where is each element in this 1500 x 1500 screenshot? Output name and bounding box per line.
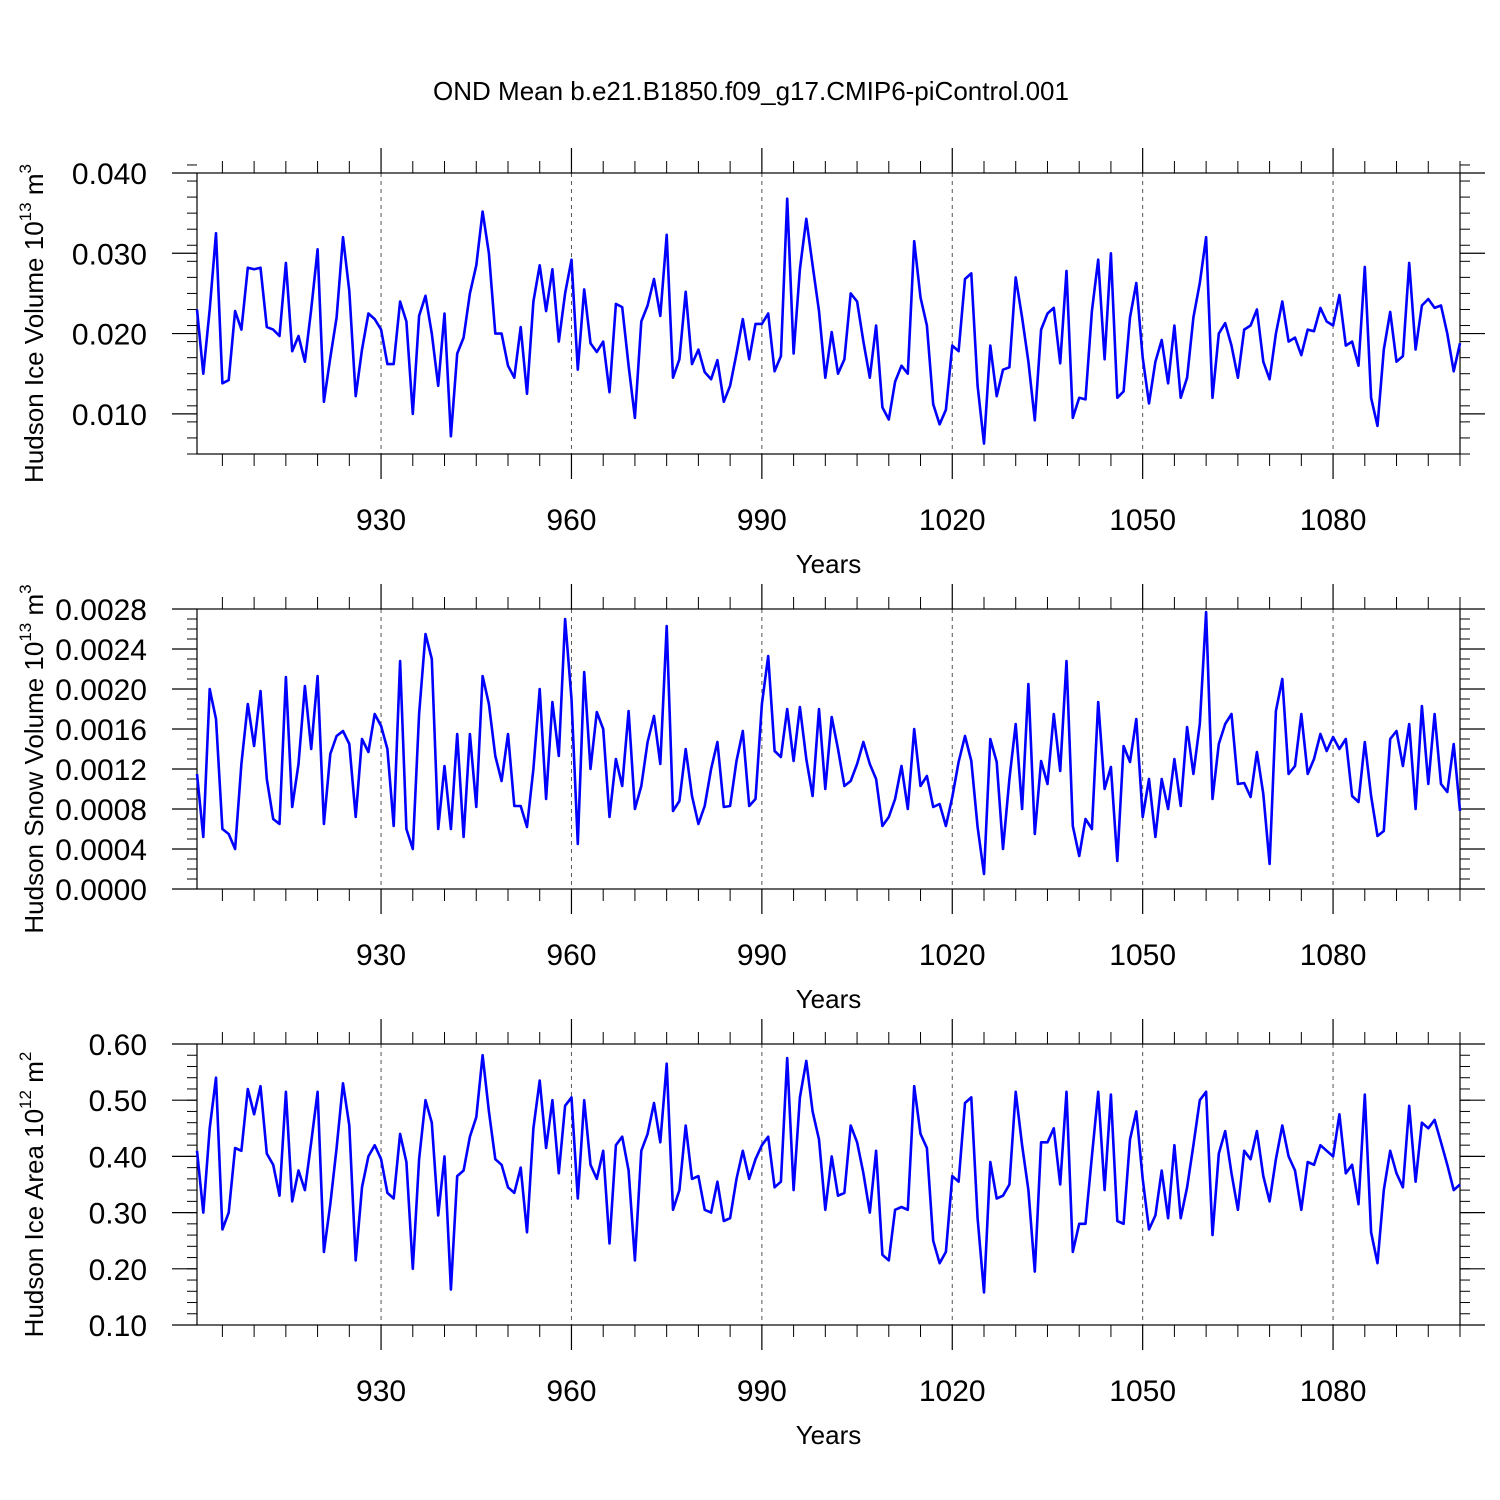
x-tick-label: 930 — [356, 1375, 406, 1408]
x-tick-label: 930 — [356, 504, 406, 537]
y-axis-title: Hudson Ice Volume 1013 m3 — [16, 164, 49, 483]
y-tick-label: 0.0000 — [55, 874, 147, 907]
y-tick-label: 0.0012 — [55, 754, 147, 787]
chart-panel-3: 0.10 0.20 0.30 0.40 0.50 0.60 930 960 990 1020 105… — [16, 1019, 1485, 1450]
y-axis-title-unit-exponent: 3 — [16, 584, 35, 593]
chart-panel-2: 0.0000 0.0004 0.0008 0.0012 0.0016 0.0020 0.00… — [16, 584, 1485, 1014]
plot-frame — [196, 172, 1461, 455]
x-tick-label: 1050 — [1109, 1375, 1176, 1408]
y-axis-title-unit: m — [19, 1061, 49, 1090]
y-axis-title: Hudson Snow Volume 1013 m3 — [16, 584, 49, 933]
x-tick-label: 1080 — [1300, 939, 1367, 972]
y-tick-label: 0.0028 — [55, 594, 147, 627]
y-tick-label: 0.50 — [89, 1085, 147, 1118]
x-tick-label: 990 — [737, 1375, 787, 1408]
series-line-hudson-ice-volume — [195, 197, 1462, 445]
y-tick-label: 0.030 — [72, 238, 147, 271]
x-tick-label: 1020 — [919, 939, 986, 972]
x-tick-label: 990 — [737, 504, 787, 537]
figure-title: OND Mean b.e21.B1850.f09_g17.CMIP6-piCon… — [433, 76, 1069, 106]
x-tick-label: 990 — [737, 939, 787, 972]
y-tick-label: 0.0020 — [55, 674, 147, 707]
x-axis-title: Years — [796, 1420, 862, 1450]
x-tick-label: 1020 — [919, 1375, 986, 1408]
y-tick-label: 0.60 — [89, 1029, 147, 1062]
x-tick-label: 1080 — [1300, 1375, 1367, 1408]
y-tick-label: 0.0016 — [55, 714, 147, 747]
y-axis-title-unit-exponent: 2 — [16, 1052, 35, 1061]
series-line-hudson-ice-area — [195, 1053, 1461, 1294]
y-tick-label: 0.20 — [89, 1254, 147, 1287]
y-tick-label: 0.010 — [72, 399, 147, 432]
y-tick-label: 0.0024 — [55, 634, 147, 667]
y-tick-label: 0.0004 — [55, 834, 147, 867]
x-tick-label: 1020 — [919, 504, 986, 537]
x-tick-label: 1050 — [1109, 939, 1176, 972]
y-tick-label: 0.40 — [89, 1141, 147, 1174]
x-axis-title: Years — [796, 549, 862, 579]
y-axis-title-exponent: 13 — [16, 623, 35, 642]
chart-panel-1: 0.010 0.020 0.030 0.040 930 960 990 1020 1050 108… — [16, 148, 1485, 579]
y-tick-label: 0.10 — [89, 1310, 147, 1343]
y-axis-title-text: Hudson Ice Volume 10 — [19, 221, 49, 483]
x-tick-label: 1050 — [1109, 504, 1176, 537]
x-tick-label: 1080 — [1300, 504, 1367, 537]
y-tick-label: 0.020 — [72, 319, 147, 352]
y-axis-title-exponent: 13 — [16, 202, 35, 221]
y-tick-label: 0.30 — [89, 1198, 147, 1231]
y-tick-label: 0.040 — [72, 158, 147, 191]
series-line-hudson-snow-volume — [195, 610, 1462, 876]
y-tick-label: 0.0008 — [55, 794, 147, 827]
y-axis-title-unit-exponent: 3 — [16, 164, 35, 173]
y-axis-title-unit: m — [19, 174, 49, 203]
x-tick-label: 960 — [546, 1375, 596, 1408]
x-tick-label: 960 — [546, 939, 596, 972]
y-axis-title-unit: m — [19, 594, 49, 623]
x-axis-title: Years — [796, 984, 862, 1014]
y-axis-title-text: Hudson Snow Volume 10 — [19, 642, 49, 934]
y-axis-title: Hudson Ice Area 1012 m2 — [16, 1052, 49, 1338]
y-axis-title-exponent: 12 — [16, 1090, 35, 1109]
y-axis-title-text: Hudson Ice Area 10 — [19, 1109, 49, 1337]
x-tick-label: 930 — [356, 939, 406, 972]
x-tick-label: 960 — [546, 504, 596, 537]
